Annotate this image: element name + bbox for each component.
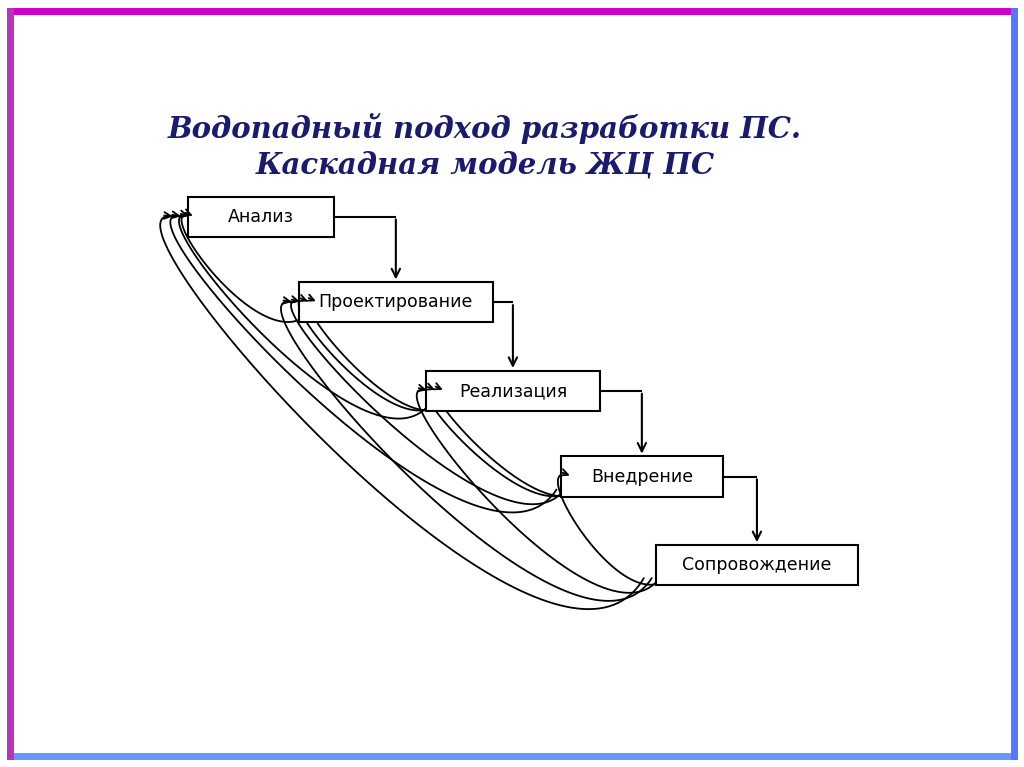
Text: Водопадный подход разработки ПС.
Каскадная модель ЖЦ ПС: Водопадный подход разработки ПС. Каскадн… (168, 113, 802, 179)
Text: Внедрение: Внедрение (591, 468, 693, 486)
Text: Анализ: Анализ (228, 208, 294, 225)
FancyBboxPatch shape (187, 196, 334, 237)
Text: Проектирование: Проектирование (318, 293, 473, 311)
FancyBboxPatch shape (655, 545, 858, 585)
FancyBboxPatch shape (560, 456, 723, 496)
Text: Сопровождение: Сопровождение (682, 556, 831, 574)
FancyBboxPatch shape (299, 282, 494, 322)
FancyBboxPatch shape (426, 370, 600, 411)
Text: Реализация: Реализация (459, 382, 567, 400)
